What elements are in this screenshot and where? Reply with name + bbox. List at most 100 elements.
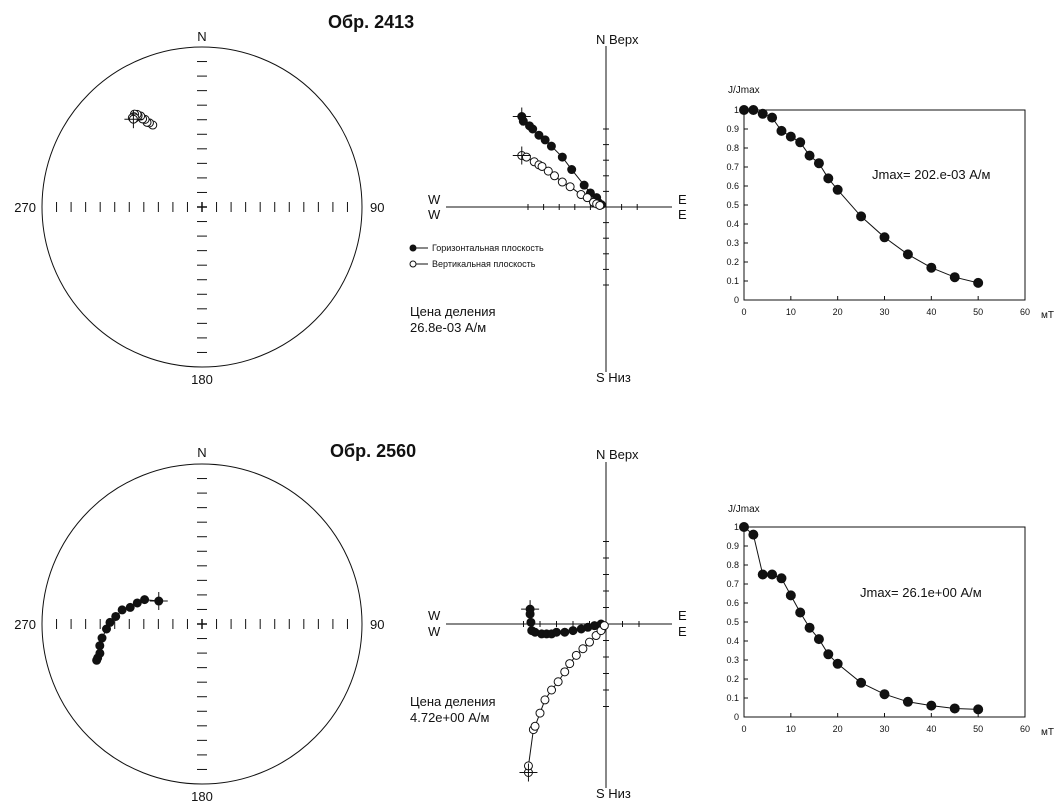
stereonet-point [97,633,107,643]
zijderveld-series-line [527,625,605,773]
zijderveld-point [553,677,563,687]
stereonet-2413: N 180 270 90 [14,29,384,387]
demag-ytick-label: 0.2 [726,674,739,684]
zijderveld-point [534,130,544,140]
zijderveld-point [582,193,592,203]
demag-ytick-label: 0.6 [726,181,739,191]
demag-frame [743,526,1026,718]
demag-point [973,277,984,288]
demag-point [926,262,937,273]
demag-xtick-label: 50 [973,724,983,734]
demag-point [926,700,937,711]
sample-title: Обр. 2560 [330,441,416,461]
legend-marker-open [409,260,417,268]
zijderveld-point [550,171,560,181]
zijderveld-point [543,166,553,176]
zijderveld-label-east-top: E [678,608,687,623]
demag-point [879,232,890,243]
demag-point [739,522,749,532]
zijderveld-label-north: N Верх [596,32,639,47]
demag-ytick-label: 1 [734,522,739,532]
zijderveld-point [585,637,594,647]
zijderveld-point [530,721,540,731]
demag-point [795,137,806,148]
zijderveld-point [540,695,550,705]
stereonet-points [92,592,168,665]
demag-ytick-label: 0.5 [726,617,739,627]
demag-point [823,173,834,184]
zijderveld-point [578,644,588,654]
zijderveld-point [552,627,561,637]
stereonet-point [111,611,121,621]
zijderveld-point [595,200,605,210]
demag-point [757,108,768,119]
zijderveld-point [560,627,570,637]
stereonet-circle [41,463,363,785]
zijderveld-label-west-bottom: W [428,624,441,639]
stereonet-circle [41,46,363,368]
demag-point [739,105,749,115]
demag-point [856,677,867,688]
demag-point [949,703,960,714]
demag-point [767,112,778,123]
zijderveld-label-north: N Верх [596,447,639,462]
demag-xtick-label: 30 [879,307,889,317]
demag-point [757,569,768,580]
demag-point [785,131,796,142]
stereonet-2560: N 180 270 90 [14,445,384,804]
zijderveld-label-west-bottom: W [428,207,441,222]
demag-ytick-label: 0.3 [726,655,739,665]
stereonet-point [117,605,127,615]
demag-point [856,211,867,222]
demag-point [832,658,843,669]
scale-label: Цена деления [410,304,496,319]
sample-2560-panel: Обр. 2560 N 180 270 90 N Верх S Низ W W … [14,441,1054,804]
stereonet-label-north: N [197,29,206,44]
demag-xtick-label: 30 [879,724,889,734]
demag-point [813,158,824,169]
legend-marker-filled [409,244,417,252]
demag-axes: 0 10 20 30 40 50 60 0 0.1 0.2 0.3 0.4 0.5 0.6 0.7 0.8 0.… [726,522,1030,734]
demag-ytick-label: 0.1 [726,693,739,703]
demag-point [973,704,984,715]
demag-ytick-label: 0.4 [726,219,739,229]
stereonet-point [102,624,112,634]
zijderveld-point [526,617,536,627]
zijderveld-label-south: S Низ [596,370,631,385]
demag-ytick-label: 0.2 [726,257,739,267]
zijderveld-point [560,667,570,677]
stereonet-label-west: 270 [14,200,36,215]
zijderveld-label-west-top: W [428,608,441,623]
demag-ytick-label: 0.7 [726,162,739,172]
demag-ytick-label: 0.9 [726,124,739,134]
demag-annotation: Jmax= 202.e-03 А/м [872,167,990,182]
demag-ylabel: J/Jmax [728,504,760,515]
demag-annotation: Jmax= 26.1e+00 А/м [860,585,982,600]
stereonet-label-south: 180 [191,789,213,804]
demag-ylabel: J/Jmax [728,85,760,96]
stereonet-label-east: 90 [370,200,384,215]
demag-xlabel: мТ [1041,727,1054,738]
demag-xtick-label: 20 [833,724,843,734]
zijderveld-point [537,161,547,171]
demag-point [804,622,815,633]
stereonet-point [125,602,135,612]
stereonet-point [132,598,142,608]
sample-2413-panel: Обр. 2413 N 180 270 90 N Верх S Низ W W … [14,12,1054,387]
demag-ytick-label: 0.8 [726,560,739,570]
demag-chart-2413: J/Jmax мТ Jmax= 202.e-03 А/м 0 10 20 30 40 50… [726,85,1054,321]
scale-label: Цена деления [410,694,496,709]
demag-curve [739,105,984,288]
zijderveld-point [521,152,531,162]
demag-ytick-label: 1 [734,105,739,115]
scale-value: 4.72e+00 А/м [410,710,489,725]
demag-xtick-label: 10 [786,724,796,734]
demag-ytick-label: 0.7 [726,579,739,589]
stereonet-label-west: 270 [14,617,36,632]
demag-ytick-label: 0 [734,295,739,305]
demag-xtick-label: 0 [741,724,746,734]
legend-item-horizontal: Горизонтальная плоскость [432,243,544,253]
demag-ytick-label: 0.5 [726,200,739,210]
zijderveld-series [512,107,606,210]
